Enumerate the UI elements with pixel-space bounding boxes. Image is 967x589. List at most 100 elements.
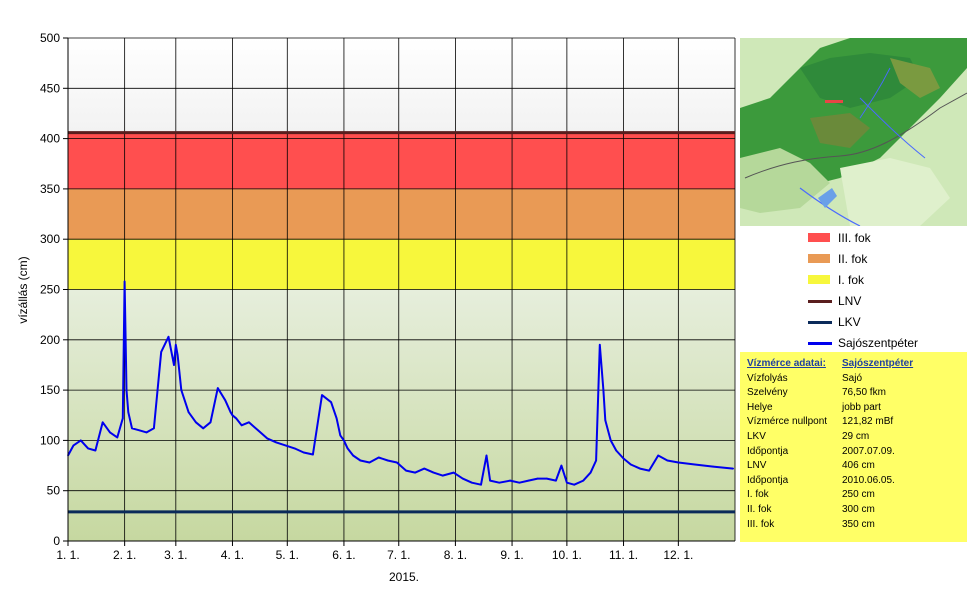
info-header-value: Sajószentpéter	[842, 358, 914, 369]
y-tick-label: 50	[47, 484, 61, 498]
data-point	[615, 449, 617, 452]
info-row: Időpontja 2010.06.05.	[747, 474, 913, 489]
data-point	[560, 464, 563, 467]
data-point	[330, 401, 332, 404]
info-row: LNV 406 cm	[747, 459, 913, 474]
data-point	[485, 454, 488, 457]
data-point	[566, 481, 568, 484]
data-point	[432, 471, 435, 474]
legend-label: Sajószentpéter	[838, 336, 919, 350]
data-point	[461, 477, 464, 480]
data-point	[589, 471, 592, 474]
data-point	[175, 344, 177, 346]
data-point	[160, 351, 162, 353]
data-point	[377, 456, 380, 459]
data-point	[599, 344, 601, 346]
data-point	[122, 417, 124, 420]
legend-swatch-icon	[808, 342, 832, 345]
data-point	[480, 483, 482, 486]
data-point	[87, 447, 89, 450]
plot-background-lower	[68, 289, 735, 541]
info-key: Helye	[747, 401, 773, 413]
data-point	[573, 483, 575, 486]
y-tick-label: 100	[40, 433, 60, 447]
legend-item: Sajószentpéter	[808, 334, 967, 355]
data-point	[405, 469, 407, 472]
legend-swatch-icon	[808, 275, 830, 284]
data-point	[195, 421, 197, 424]
info-value: 406 cm	[842, 460, 875, 472]
x-tick-label: 8. 1.	[444, 548, 467, 562]
info-key: Vízfolyás	[747, 372, 788, 384]
data-point	[694, 463, 696, 466]
data-point	[72, 444, 75, 447]
station-marker-icon	[825, 100, 843, 103]
data-point	[602, 389, 605, 391]
data-point	[732, 467, 734, 470]
data-point	[94, 449, 97, 452]
data-point	[498, 481, 501, 484]
data-point	[343, 439, 345, 442]
data-point	[387, 459, 389, 462]
data-point	[622, 457, 625, 460]
info-value: 121,82 mBf	[842, 416, 894, 428]
info-value: 29 cm	[842, 430, 870, 442]
plot-background-upper	[68, 38, 735, 133]
y-tick-label: 350	[40, 182, 60, 196]
data-point	[339, 434, 342, 437]
legend: III. fok II. fok I. fok LNV LKV Sajószentpéte…	[808, 229, 967, 355]
warning-band-1	[68, 132, 735, 189]
data-point	[176, 354, 179, 356]
data-point	[187, 411, 190, 414]
warning-band-3	[68, 239, 735, 290]
info-key: III. fok	[747, 518, 775, 530]
data-point	[312, 453, 314, 456]
info-value: 2010.06.05.	[842, 474, 895, 486]
data-point	[123, 280, 126, 283]
info-value: 2007.07.09.	[842, 445, 895, 457]
info-key: LNV	[747, 460, 767, 472]
data-point	[414, 471, 417, 474]
data-point	[266, 437, 269, 440]
data-point	[101, 421, 104, 424]
info-value: 250 cm	[842, 489, 875, 501]
info-key: Szelvény	[747, 387, 788, 399]
data-point	[321, 394, 323, 396]
data-point	[712, 465, 714, 468]
legend-item: III. fok	[808, 229, 967, 250]
info-row: III. fok 350 cm	[747, 518, 913, 533]
station-info-table: Vízmérce adatai: Sajószentpéter Vízfolyá…	[747, 357, 913, 532]
data-point	[441, 474, 444, 477]
x-axis-title: 2015.	[389, 570, 419, 584]
data-point	[335, 417, 338, 420]
data-point	[471, 481, 473, 484]
data-point	[224, 399, 226, 402]
y-tick-label: 400	[40, 132, 60, 146]
info-row: Vízfolyás Sajó	[747, 372, 913, 387]
info-key: Időpontja	[747, 474, 789, 486]
data-point	[489, 479, 491, 482]
x-tick-label: 11. 1.	[609, 548, 638, 562]
data-point	[582, 479, 585, 482]
info-row: Időpontja 2007.07.09.	[747, 445, 913, 460]
legend-label: II. fok	[838, 252, 868, 266]
legend-label: LNV	[838, 294, 862, 308]
data-point	[536, 477, 539, 480]
x-tick-label: 2. 1.	[113, 548, 136, 562]
legend-item: II. fok	[808, 250, 967, 271]
data-point	[80, 439, 82, 442]
data-point	[527, 479, 530, 482]
info-key: Vízmérce nullpont	[747, 416, 828, 428]
y-tick-label: 500	[40, 31, 60, 45]
data-point	[275, 441, 278, 444]
y-tick-label: 300	[40, 232, 60, 246]
data-point	[352, 454, 354, 457]
data-point	[509, 479, 512, 482]
data-point	[209, 421, 212, 424]
data-point	[648, 469, 650, 472]
data-point	[657, 454, 659, 457]
legend-item: I. fok	[808, 271, 967, 292]
info-value: jobb part	[842, 401, 881, 413]
data-point	[346, 447, 349, 450]
data-point	[518, 481, 521, 484]
